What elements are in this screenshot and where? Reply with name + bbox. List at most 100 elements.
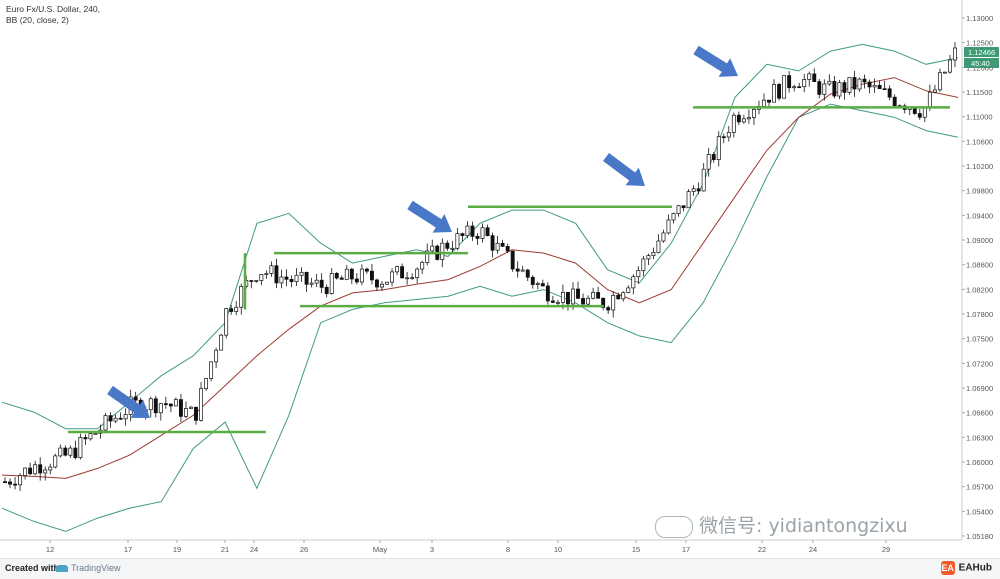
- candle-body: [912, 107, 917, 114]
- price-tick-label: 1.10600: [966, 137, 993, 146]
- candle-body: [289, 278, 294, 282]
- candle-body: [731, 114, 736, 133]
- candle-body: [199, 388, 203, 421]
- candle-body: [525, 269, 530, 278]
- candle-body: [229, 308, 234, 312]
- time-tick-label: 24: [809, 545, 817, 554]
- price-tick-label: 1.07800: [966, 310, 993, 319]
- candle-body: [88, 433, 93, 440]
- candle-body: [616, 294, 621, 300]
- candle-body: [932, 89, 937, 93]
- price-tick-label: 1.08600: [966, 261, 993, 270]
- candle-body: [239, 286, 244, 308]
- price-chart[interactable]: 1.130001.125001.120001.115001.110001.106…: [0, 0, 1000, 558]
- candle-body: [535, 283, 540, 285]
- candle-body: [586, 297, 591, 305]
- candle-body: [762, 99, 766, 107]
- candle-body: [721, 136, 726, 139]
- price-tick-label: 1.05700: [966, 483, 993, 492]
- candle-body: [857, 78, 862, 90]
- candle-body: [385, 281, 389, 285]
- candle-body: [324, 287, 329, 294]
- candle-body: [184, 408, 188, 417]
- candle-body: [158, 403, 163, 414]
- candle-body: [887, 88, 892, 98]
- time-axis[interactable]: 12 17 19 21 24 26 May 3 8 10 15 17 22 24 29: [46, 540, 890, 554]
- plot-area[interactable]: [0, 0, 962, 540]
- candle-body: [113, 417, 118, 422]
- candle-body: [63, 447, 68, 456]
- time-tick-label: 15: [632, 545, 640, 554]
- candle-body: [339, 277, 344, 280]
- candle-body: [329, 272, 334, 294]
- candle-body: [455, 233, 460, 249]
- candle-body: [787, 75, 792, 89]
- candle-body: [369, 270, 374, 281]
- middle-band-line: [1, 77, 959, 479]
- horizontal-levels: [68, 106, 950, 434]
- candle-body: [746, 117, 751, 120]
- candle-body: [344, 268, 349, 280]
- price-tick-label: 1.07200: [966, 359, 993, 368]
- candle-body: [560, 291, 565, 303]
- candle-body: [711, 154, 716, 160]
- wechat-icon: [655, 515, 693, 538]
- candle-body: [400, 266, 405, 279]
- price-tick-label: 1.07500: [966, 335, 993, 344]
- price-tick-label: 1.05180: [966, 532, 993, 541]
- candle-body: [741, 118, 746, 123]
- candle-body: [636, 270, 641, 278]
- time-tick-label: 17: [124, 545, 132, 554]
- candle-body: [108, 415, 113, 422]
- arrow-icon: [107, 385, 150, 418]
- candle-body: [922, 107, 927, 118]
- candle-body: [807, 73, 812, 80]
- candle-body: [83, 437, 88, 440]
- candle-body: [862, 78, 867, 83]
- candle-body: [716, 136, 721, 160]
- price-tick-label: 1.11500: [966, 88, 993, 97]
- candle-body: [581, 298, 585, 305]
- candle-body: [817, 81, 822, 95]
- candle-body: [566, 291, 570, 305]
- price-tick-label: 1.06300: [966, 433, 993, 442]
- candle-body: [148, 398, 153, 411]
- candle-body: [671, 213, 676, 221]
- candle-body: [380, 283, 384, 288]
- candle-body: [485, 227, 490, 236]
- candle-body: [249, 280, 254, 282]
- candle-body: [545, 285, 550, 302]
- candle-body: [13, 483, 18, 486]
- candle-body: [18, 475, 23, 486]
- candle-body: [189, 406, 193, 409]
- candle-body: [309, 282, 314, 285]
- eahub-brand: EA EAHub: [940, 561, 992, 575]
- candle-body: [872, 84, 877, 88]
- candle-body: [445, 242, 450, 249]
- price-tick-label: 1.13000: [966, 14, 993, 23]
- candle-body: [530, 276, 535, 285]
- candle-body: [440, 242, 445, 260]
- candle-body: [812, 73, 817, 82]
- candle-body: [777, 84, 782, 99]
- candle-body: [480, 227, 485, 239]
- candle-body: [304, 271, 309, 285]
- candle-body: [666, 219, 671, 234]
- candle-body: [520, 269, 525, 272]
- candle-body: [927, 91, 932, 109]
- candle-body: [837, 82, 842, 97]
- current-price-tag: 1.12466 45:40: [964, 47, 999, 68]
- tradingview-link[interactable]: TradingView: [56, 563, 121, 573]
- candle-body: [53, 455, 58, 468]
- candle-body: [601, 297, 606, 308]
- candle-body: [3, 481, 7, 484]
- candle-body: [23, 467, 28, 476]
- candle-body: [515, 268, 520, 272]
- time-tick-label: 26: [300, 545, 308, 554]
- candle-body: [631, 276, 636, 289]
- watermark: 微信号: yidiantongzixu: [655, 511, 908, 538]
- candle-body: [686, 191, 691, 209]
- price-axis[interactable]: 1.130001.125001.120001.115001.110001.106…: [962, 14, 993, 541]
- candle-body: [214, 349, 219, 363]
- candle-body: [495, 242, 500, 251]
